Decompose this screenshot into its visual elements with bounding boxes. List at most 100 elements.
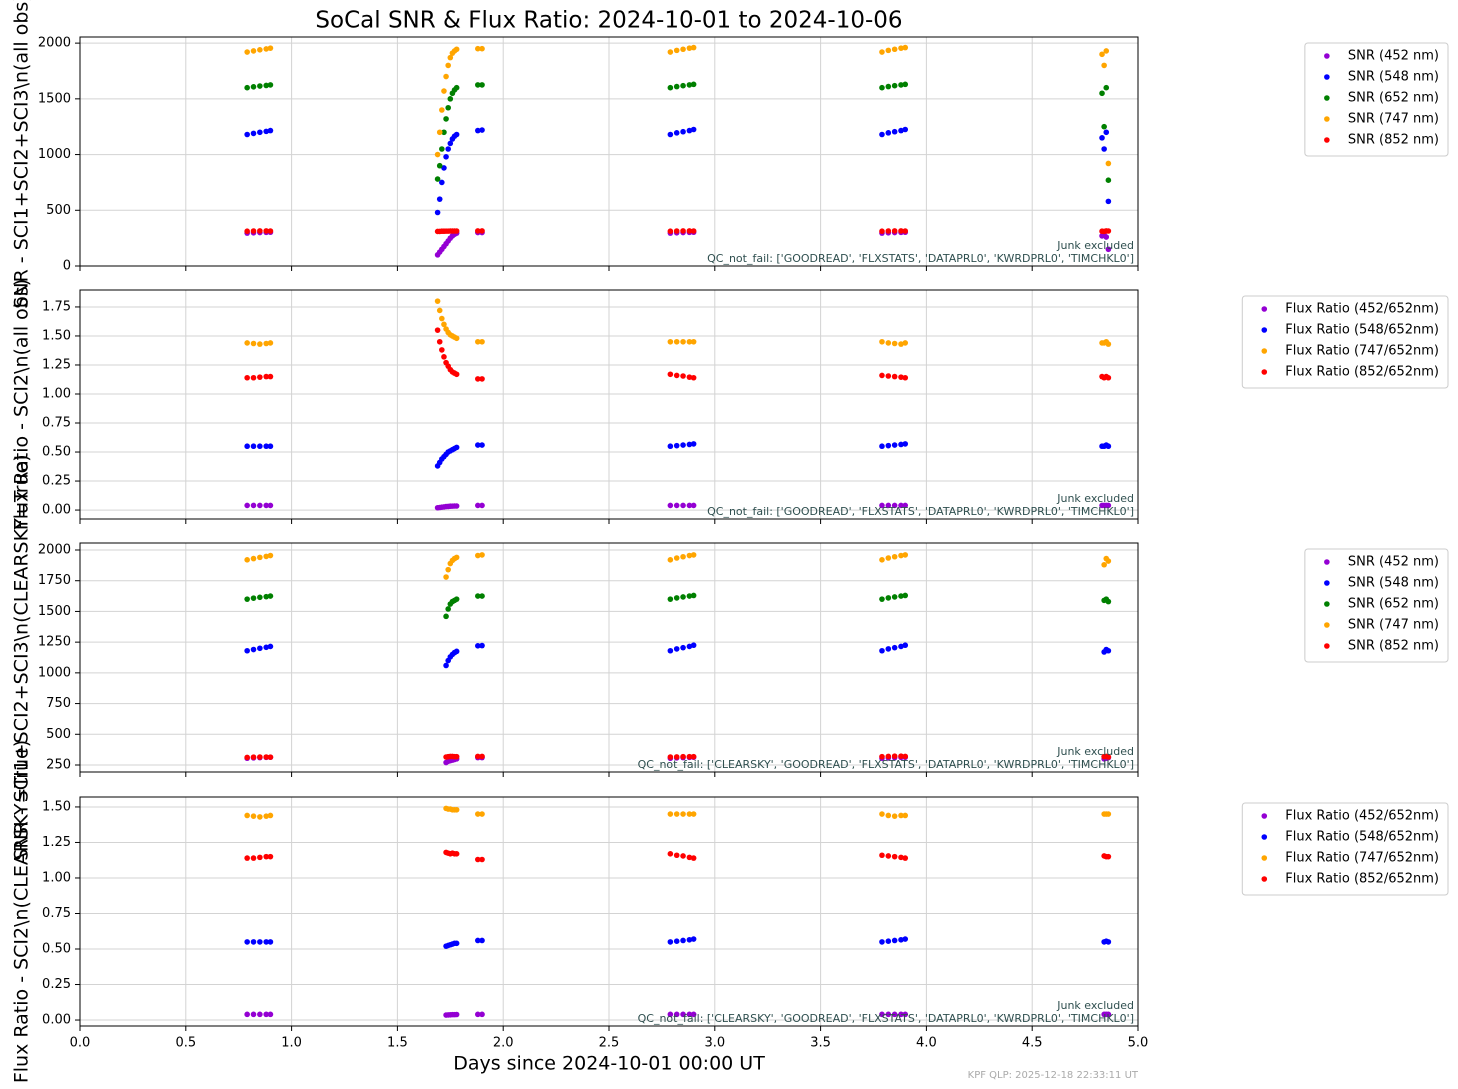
x-tick-label: 2.0 — [493, 1036, 514, 1051]
y-tick-label: 500 — [46, 727, 71, 742]
data-point — [902, 340, 909, 346]
data-point — [267, 1011, 274, 1018]
data-point — [690, 44, 697, 51]
annotation: Junk excluded — [1056, 239, 1134, 252]
data-point — [1105, 374, 1112, 381]
legend-label: SNR (652 nm) — [1348, 597, 1439, 612]
data-point — [898, 82, 904, 88]
data-point — [902, 126, 909, 133]
data-point — [479, 228, 485, 234]
data-point — [453, 335, 460, 342]
y-tick-label: 1.50 — [42, 799, 71, 814]
data-point — [1105, 443, 1112, 450]
data-point — [879, 939, 885, 945]
legend-marker — [1324, 116, 1330, 122]
data-point — [453, 596, 460, 602]
data-point — [263, 853, 270, 860]
data-point — [250, 754, 257, 760]
legend: SNR (452 nm) SNR (548 nm) SNR (652 nm) SNR … — [1304, 42, 1449, 157]
legend-box — [1304, 42, 1449, 157]
data-point — [475, 376, 481, 382]
y-tick-label: 2000 — [38, 543, 71, 558]
data-point — [1103, 129, 1110, 136]
annotation: QC_not_fail: ['GOODREAD', 'FLXSTATS', 'D… — [707, 252, 1134, 265]
data-point — [453, 648, 460, 655]
data-point — [686, 753, 693, 760]
data-point — [690, 228, 697, 234]
data-point — [250, 939, 257, 945]
data-point — [902, 936, 909, 942]
data-point — [667, 647, 674, 654]
legend: SNR (452 nm) SNR (548 nm) SNR (652 nm) SNR … — [1304, 548, 1449, 663]
data-point — [263, 82, 270, 89]
data-point — [434, 209, 441, 216]
legend-box — [1241, 295, 1449, 389]
y-tick-label: 0.00 — [42, 503, 71, 518]
data-point — [267, 45, 274, 51]
data-point — [898, 643, 904, 650]
data-point — [891, 644, 898, 651]
data-point — [250, 813, 257, 819]
data-point — [667, 443, 674, 450]
data-point — [257, 341, 263, 347]
data-point — [453, 554, 460, 561]
data-point — [902, 753, 909, 760]
data-point — [447, 140, 454, 147]
data-point — [479, 1011, 485, 1018]
data-point — [902, 592, 909, 599]
data-point — [475, 811, 481, 817]
legend-label: SNR (452 nm) — [1348, 555, 1439, 570]
data-point — [898, 441, 904, 448]
data-point — [445, 566, 451, 573]
data-point — [453, 753, 460, 760]
data-point — [267, 552, 274, 559]
data-point — [891, 46, 898, 53]
data-point — [250, 340, 257, 347]
data-point — [445, 606, 451, 612]
data-point — [453, 503, 460, 509]
data-point — [250, 855, 257, 861]
data-point — [690, 642, 697, 649]
data-point — [475, 1011, 481, 1018]
data-point — [257, 814, 263, 820]
x-axis-label: Days since 2024-10-01 00:00 UT — [453, 1053, 765, 1075]
data-point — [673, 228, 680, 234]
data-point — [475, 82, 481, 88]
data-point — [267, 593, 274, 599]
data-point — [902, 44, 909, 51]
legend-marker — [1324, 53, 1330, 59]
data-point — [686, 228, 693, 234]
data-point — [898, 936, 904, 943]
x-tick-label: 2.5 — [599, 1036, 620, 1051]
legend-marker — [1261, 813, 1268, 819]
data-point — [673, 1011, 680, 1018]
legend-marker — [1261, 348, 1268, 354]
data-point — [445, 146, 451, 152]
y-tick-label: 0.25 — [42, 977, 71, 992]
data-point — [680, 753, 686, 760]
x-tick-label: 0.5 — [175, 1036, 196, 1051]
data-point — [479, 502, 485, 509]
data-point — [1099, 90, 1105, 97]
data-point — [441, 321, 447, 328]
data-point — [453, 940, 460, 947]
data-point — [690, 552, 697, 558]
data-point — [902, 502, 909, 509]
data-point — [1099, 135, 1105, 141]
data-point — [436, 338, 443, 345]
data-point — [244, 84, 250, 91]
data-point — [891, 1011, 898, 1018]
data-point — [879, 1011, 885, 1018]
data-point — [439, 107, 445, 113]
data-point — [667, 371, 674, 378]
data-point — [257, 502, 263, 509]
x-tick-label: 3.0 — [704, 1036, 725, 1051]
data-point — [891, 753, 898, 759]
data-point — [879, 852, 885, 859]
data-point — [902, 374, 909, 381]
data-point — [250, 502, 257, 509]
data-point — [690, 502, 697, 509]
data-point — [267, 373, 274, 380]
data-point — [667, 131, 674, 138]
data-point — [267, 443, 274, 450]
